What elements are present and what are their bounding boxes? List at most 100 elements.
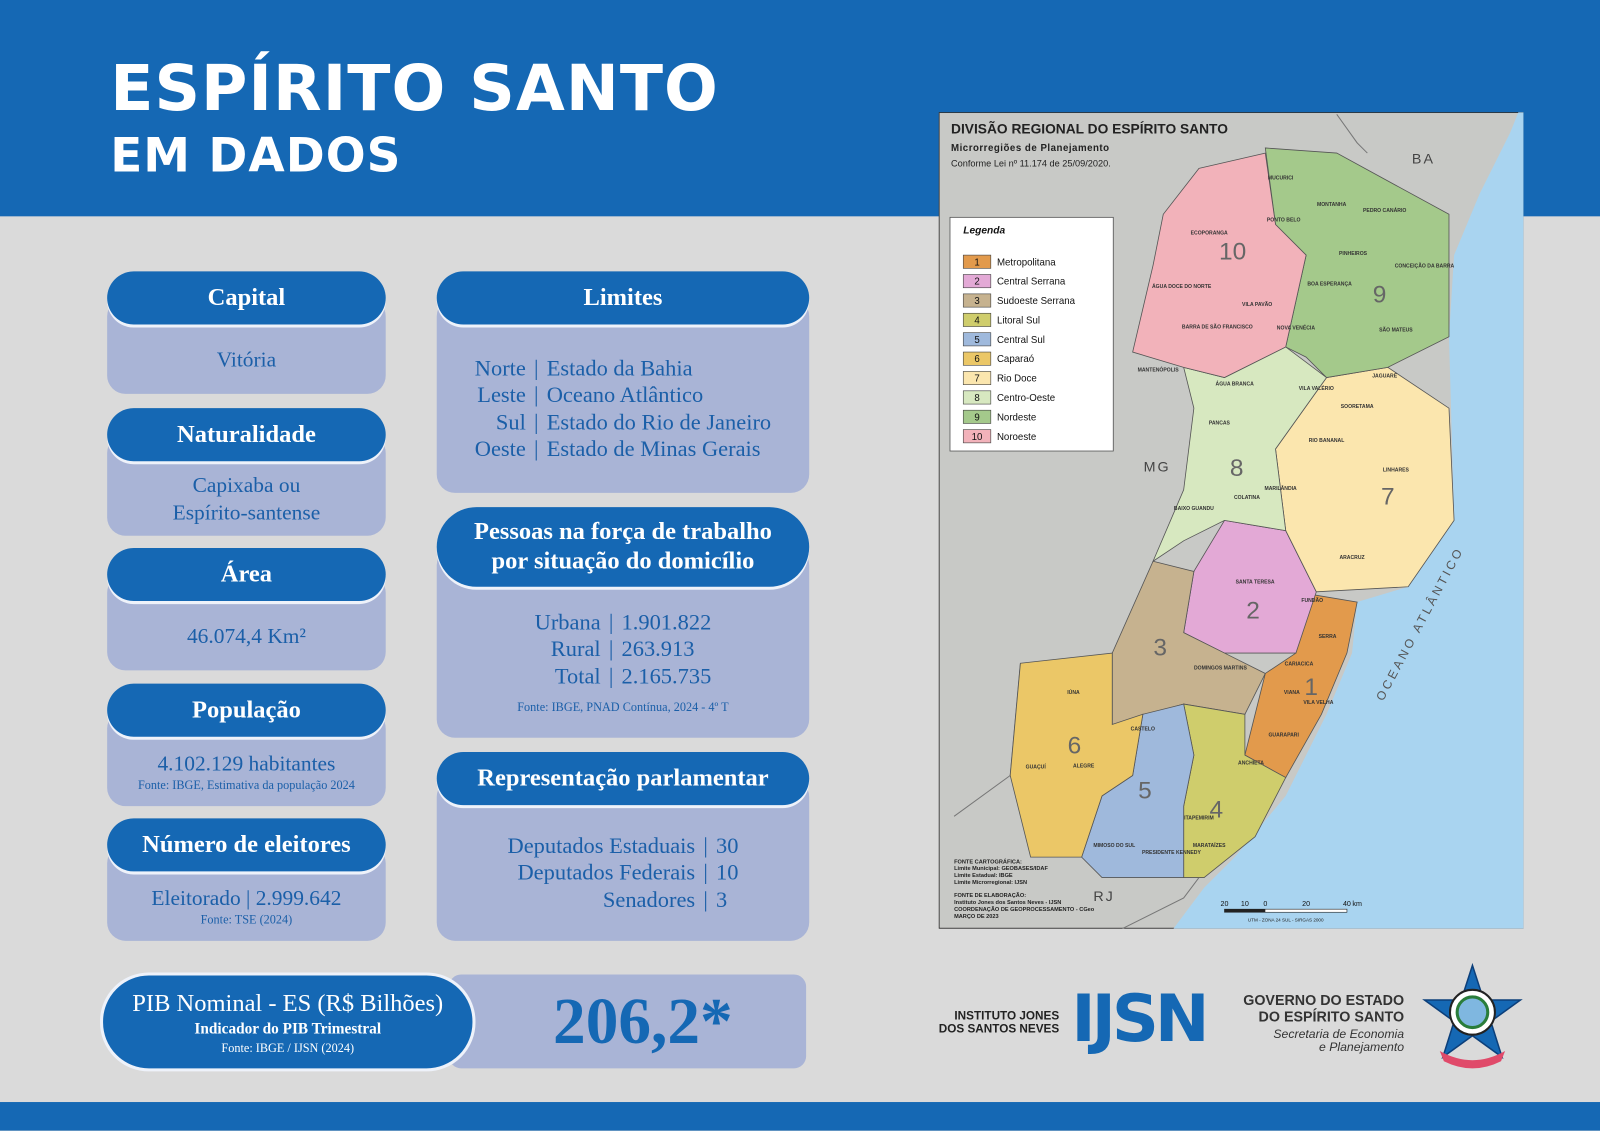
ribbon — [1439, 1051, 1506, 1069]
municipality: VILA VELHA — [1303, 700, 1333, 706]
municipality: VILA VALÉRIO — [1299, 384, 1334, 392]
map-law: Conforme Lei nº 11.174 de 25/09/2020. — [951, 158, 1111, 168]
municipality: GUARAPARI — [1268, 733, 1299, 739]
ijsn-name: INSTITUTO JONES DOS SANTOS NEVES — [939, 1010, 1059, 1037]
municipality: BARRA DE SÃO FRANCISCO — [1182, 324, 1253, 331]
row-value: Estado de Minas Gerais — [546, 435, 761, 462]
legend-number: 7 — [974, 374, 979, 385]
legend-swatch — [962, 332, 992, 347]
card-title: Capital — [107, 271, 386, 325]
card-title: Naturalidade — [107, 408, 386, 462]
eleitores-card: Número de eleitores Eleitorado | 2.999.6… — [107, 818, 386, 941]
municipality: MANTENÓPOLIS — [1138, 365, 1180, 373]
row-separator: | — [534, 435, 539, 462]
footer-band — [0, 1102, 1600, 1131]
row-label: Total — [554, 663, 601, 689]
legend-swatch — [962, 429, 992, 444]
legend-number: 8 — [974, 393, 979, 404]
legend-swatch — [962, 390, 992, 405]
logo-text: e Planejamento — [1318, 1039, 1405, 1055]
card-body: Deputados Estaduais | 30 Deputados Federais… — [436, 778, 810, 941]
pib-value: 206,2* — [553, 984, 733, 1058]
municipality: BAIXO GUANDU — [1174, 506, 1214, 512]
region-number: 6 — [1068, 732, 1082, 759]
row-value: 30 — [715, 832, 739, 858]
row-value: 3 — [715, 886, 728, 912]
map-credit: Limite Estadual: IBGE — [954, 873, 1013, 879]
legend-label: Rio Doce — [997, 374, 1037, 385]
legend-number: 10 — [972, 432, 983, 443]
card-title: Limites — [436, 271, 810, 325]
legend-swatch — [962, 409, 992, 424]
region-number: 4 — [1210, 797, 1224, 824]
map-credit: Instituto Jones dos Santos Neves - IJSN — [954, 900, 1061, 906]
area-card: Área 46.074,4 Km² — [107, 547, 386, 671]
ocean — [1173, 112, 1524, 929]
page-title: ESPÍRITO SANTO — [110, 51, 719, 126]
municipality: GUAÇUÍ — [1026, 762, 1047, 770]
region-number: 7 — [1381, 483, 1395, 510]
row-label: Deputados Estaduais — [507, 832, 696, 858]
capital-card: Capital Vitória — [107, 271, 386, 394]
logo-text: Secretaria de Economia — [1273, 1026, 1405, 1041]
row-label: Deputados Federais — [517, 859, 696, 885]
municipality: BOA ESPERANÇA — [1307, 282, 1352, 288]
row-separator: | — [534, 408, 539, 435]
legend-label: Metropolitana — [997, 257, 1056, 268]
municipality: DOMINGOS MARTINS — [1194, 665, 1248, 671]
row-separator: | — [608, 663, 614, 689]
municipality: NOVA VENÉCIA — [1277, 324, 1316, 332]
card-source: Fonte: TSE (2024) — [200, 912, 293, 927]
card-title: Representação parlamentar — [436, 752, 810, 806]
card-value: Eleitorado | 2.999.642 — [151, 885, 342, 911]
row-separator: | — [703, 859, 708, 885]
gov-name: GOVERNO DO ESTADO DO ESPÍRITO SANTO Secr… — [1224, 992, 1404, 1054]
municipality: FUNDÃO — [1301, 597, 1323, 604]
row-value: Estado do Rio de Janeiro — [546, 408, 772, 435]
municipality: SÃO MATEUS — [1379, 327, 1413, 334]
legend-swatch — [962, 351, 992, 366]
legend-label: Central Sul — [997, 335, 1045, 346]
card-value: 4.102.129 habitantes — [157, 751, 336, 776]
region-number: 10 — [1219, 239, 1246, 266]
legend-label: Centro-Oeste — [997, 393, 1055, 404]
legend-number: 5 — [974, 335, 979, 346]
card-source: Fonte: IBGE, Estimativa da população 202… — [137, 777, 355, 792]
region-number: 1 — [1304, 674, 1318, 701]
legend-swatch — [962, 293, 992, 308]
forca-card: Pessoas na força de trabalho por situaçã… — [436, 507, 810, 738]
representacao-card: Representação parlamentar Deputados Esta… — [436, 752, 810, 941]
municipality: COLATINA — [1234, 495, 1260, 501]
municipality: IÚNA — [1067, 689, 1080, 696]
row-separator: | — [703, 886, 708, 912]
legend-label: Noroeste — [997, 432, 1036, 443]
logo-text: GOVERNO DO ESTADO — [1243, 991, 1405, 1009]
pib-source: Fonte: IBGE / IJSN (2024) — [221, 1040, 355, 1055]
row-separator: | — [703, 832, 708, 858]
logo-text: DO ESPÍRITO SANTO — [1258, 1008, 1405, 1025]
row-value: 2.165.735 — [621, 663, 712, 689]
logo-text: INSTITUTO JONES — [954, 1010, 1060, 1023]
card-value: 46.074,4 Km² — [186, 622, 306, 648]
representacao-rows: Deputados Estaduais | 30 Deputados Federais… — [507, 832, 738, 913]
limites-rows: Norte | Estado da Bahia Leste | Oceano Atlânt… — [475, 355, 771, 463]
region — [1132, 152, 1307, 378]
map-credit: Limite Municipal: GEOBASES/IDAF — [954, 866, 1048, 872]
card-value: Vitória — [216, 346, 277, 371]
populacao-card: População 4.102.129 habitantes Fonte: IB… — [107, 683, 386, 807]
municipality: PINHEIROS — [1339, 251, 1368, 257]
scale-label: km — [1352, 900, 1362, 908]
municipality: ÁGUA DOCE DO NORTE — [1152, 283, 1212, 290]
municipality: PANCAS — [1209, 420, 1231, 426]
row-label: Sul — [495, 408, 526, 435]
map-credit: FONTE CARTOGRÁFICA: — [954, 858, 1022, 865]
municipality: MIMOSO DO SUL — [1093, 843, 1135, 849]
coat-of-arms — [1422, 962, 1523, 1069]
municipality: ARACRUZ — [1339, 555, 1364, 561]
municipality: PEDRO CANÁRIO — [1363, 207, 1406, 214]
legend-label: Litoral Sul — [997, 315, 1040, 326]
municipality: LINHARES — [1383, 467, 1410, 473]
map-projection: UTM - ZONA 24 SUL - SIRGAS 2000 — [1248, 917, 1324, 922]
